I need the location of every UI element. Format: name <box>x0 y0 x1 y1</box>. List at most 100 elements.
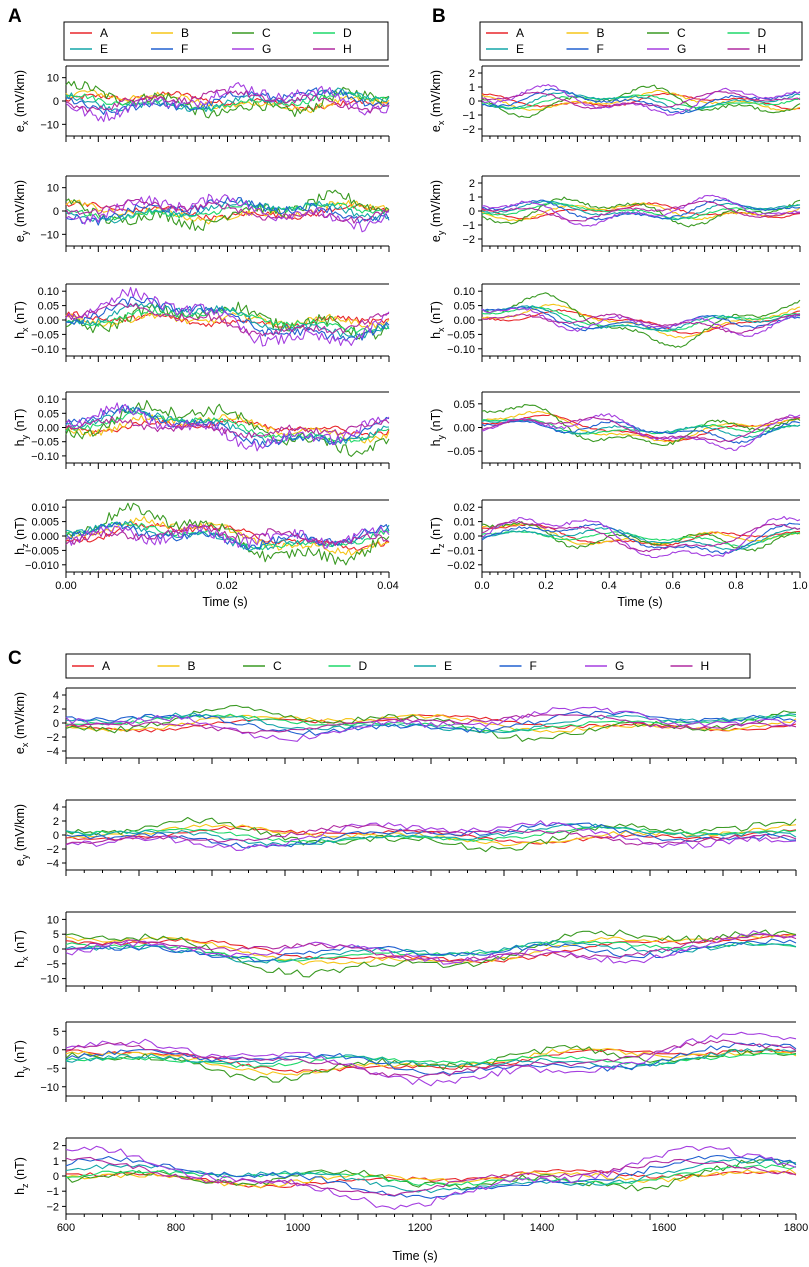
legend-entry-f: F <box>597 42 604 56</box>
legend-entry-e: E <box>100 42 108 56</box>
y-label-unit: (nT) <box>13 409 27 435</box>
legend-entry-h: H <box>343 42 352 56</box>
y-tick-label: −10 <box>40 229 59 241</box>
y-tick-label: 0.00 <box>454 531 475 543</box>
series-line-d <box>65 308 390 334</box>
series-line-e <box>65 1048 797 1070</box>
series-line-g <box>481 307 801 337</box>
y-axis-label: ey (mV/km) <box>429 180 446 242</box>
y-axis-label: ey (mV/km) <box>13 804 30 866</box>
series-line-f <box>481 522 801 555</box>
y-tick-label: 0 <box>469 206 475 218</box>
series-line-c <box>481 404 801 447</box>
series-line-c <box>65 502 390 566</box>
x-axis-label: Time (s) <box>392 1249 437 1263</box>
series-line-f <box>65 822 797 849</box>
y-tick-label: 0.10 <box>454 286 475 298</box>
legend-entry-d: D <box>343 26 352 40</box>
y-tick-label: 2 <box>469 178 475 190</box>
legend-box <box>63 21 389 61</box>
y-label-sub: x <box>436 327 446 332</box>
subplot-4: 2 1 0 −1 −2 hz (nT) 600 800 1000 1200 1400 1600 1800… <box>13 1137 808 1263</box>
y-label-sub: y <box>436 230 446 235</box>
x-tick-label: 1200 <box>408 1222 432 1234</box>
series-line-e <box>65 1158 797 1194</box>
series-line-b <box>65 714 797 734</box>
y-tick-label: 0.00 <box>38 423 59 435</box>
series-line-f <box>481 419 801 444</box>
x-tick-label: 1.0 <box>792 580 807 592</box>
legend-entry-h: H <box>758 42 767 56</box>
series-line-h <box>65 824 797 846</box>
y-tick-label: 0 <box>53 944 59 956</box>
y-label-unit: (mV/km) <box>13 692 27 743</box>
y-label-unit: (mV/km) <box>429 70 443 121</box>
series-line-d <box>65 202 390 221</box>
x-tick-label: 0.6 <box>665 580 680 592</box>
y-tick-label: 0.000 <box>31 531 59 543</box>
series-line-c <box>65 704 796 742</box>
y-axis-label: ex (mV/km) <box>13 692 30 754</box>
legend-entry-e: E <box>516 42 524 56</box>
y-axis-label: hx (nT) <box>13 930 30 968</box>
y-tick-label: 2 <box>53 816 59 828</box>
series-line-a <box>65 91 390 111</box>
panel-label: C <box>8 648 22 669</box>
series-line-e <box>481 527 801 552</box>
y-label-unit: (nT) <box>429 301 443 327</box>
y-axis-label: hz (nT) <box>13 1157 30 1195</box>
y-label-main: h <box>13 332 27 339</box>
y-tick-label: −10 <box>40 1082 59 1094</box>
series-line-h <box>481 520 801 553</box>
x-tick-label: 0.8 <box>728 580 743 592</box>
y-tick-label: 0 <box>469 96 475 108</box>
series-line-e <box>65 302 390 339</box>
y-label-sub: y <box>20 854 30 859</box>
y-tick-label: 4 <box>53 690 59 702</box>
series-line-f <box>65 1154 797 1199</box>
y-tick-label: 0 <box>53 1171 59 1183</box>
y-tick-label: 2 <box>53 1141 59 1153</box>
series-line-e <box>481 91 801 112</box>
y-tick-label: −0.01 <box>447 545 475 557</box>
series-line-c <box>65 1158 797 1192</box>
y-label-main: h <box>13 961 27 968</box>
y-label-unit: (mV/km) <box>13 70 27 121</box>
series-line-g <box>65 820 797 851</box>
y-tick-label: −1 <box>46 1186 59 1198</box>
series-line-h <box>65 523 390 547</box>
y-label-sub: z <box>20 543 30 548</box>
y-tick-label: 0.01 <box>454 517 475 529</box>
y-label-main: e <box>429 125 443 132</box>
y-tick-label: 0.10 <box>38 394 59 406</box>
y-label-sub: y <box>20 434 30 439</box>
y-axis-label: hx (nT) <box>429 301 446 339</box>
y-tick-label: 0 <box>53 206 59 218</box>
y-tick-label: −2 <box>46 732 59 744</box>
y-tick-label: 0.02 <box>454 502 475 514</box>
y-tick-label: −1 <box>462 110 475 122</box>
y-axis-label: hy (nT) <box>13 1040 30 1078</box>
legend-box <box>479 21 803 61</box>
series-line-d <box>65 91 390 112</box>
legend-entry-c: C <box>677 26 686 40</box>
y-label-sub: x <box>20 956 30 961</box>
series-line-h <box>65 713 797 734</box>
y-tick-label: 2 <box>469 68 475 80</box>
y-axis-label: ex (mV/km) <box>13 70 30 132</box>
series-line-f <box>65 196 390 226</box>
y-tick-label: 0.05 <box>454 399 475 411</box>
series-line-g <box>65 1031 797 1087</box>
y-axis-label: hy (nT) <box>13 409 30 447</box>
y-tick-label: −2 <box>462 234 475 246</box>
y-label-sub: x <box>20 742 30 747</box>
series-line-d <box>65 411 390 443</box>
y-label-main: h <box>13 548 27 555</box>
legend-entry-h: H <box>701 659 710 673</box>
subplot-3: 5 0 −5 −10 hy (nT) <box>13 1021 797 1102</box>
